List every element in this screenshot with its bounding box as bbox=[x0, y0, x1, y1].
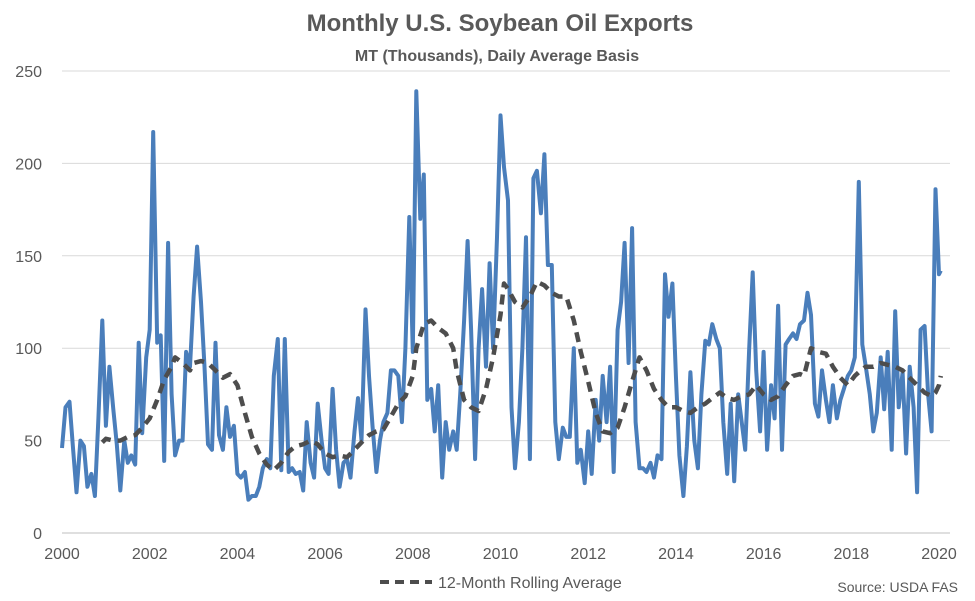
x-tick-label: 2018 bbox=[834, 546, 870, 563]
series-line-rolling-average bbox=[100, 279, 944, 473]
x-axis-tick-labels: 2000 2002 2004 2006 2008 2010 2012 2014 2016 2018… bbox=[44, 546, 957, 563]
x-tick-label: 2004 bbox=[220, 546, 256, 563]
gridlines bbox=[62, 70, 950, 534]
y-tick-label: 150 bbox=[15, 249, 42, 266]
x-tick-label: 2010 bbox=[483, 546, 519, 563]
y-tick-label: 50 bbox=[24, 434, 42, 451]
x-tick-label: 2000 bbox=[44, 546, 80, 563]
chart-subtitle: MT (Thousands), Daily Average Basis bbox=[355, 48, 639, 65]
x-tick-label: 2012 bbox=[570, 546, 606, 563]
x-tick-label: 2006 bbox=[307, 546, 343, 563]
x-tick-label: 2002 bbox=[132, 546, 168, 563]
y-axis-tick-labels: 0 50 100 150 200 250 bbox=[15, 64, 42, 543]
source-note: Source: USDA FAS bbox=[837, 579, 958, 595]
legend-label-rolling-average: 12-Month Rolling Average bbox=[438, 575, 622, 592]
legend: 12-Month Rolling Average bbox=[380, 575, 622, 592]
x-tick-label: 2016 bbox=[746, 546, 782, 563]
series-line-monthly-exports bbox=[60, 89, 943, 502]
x-tick-label: 2020 bbox=[921, 546, 957, 563]
y-tick-label: 250 bbox=[15, 64, 42, 81]
y-tick-label: 100 bbox=[15, 341, 42, 358]
x-tick-label: 2014 bbox=[658, 546, 694, 563]
x-tick-label: 2008 bbox=[395, 546, 431, 563]
y-tick-label: 0 bbox=[33, 526, 42, 543]
series-lines bbox=[60, 89, 944, 502]
y-tick-label: 200 bbox=[15, 156, 42, 173]
chart-title: Monthly U.S. Soybean Oil Exports bbox=[307, 10, 694, 37]
